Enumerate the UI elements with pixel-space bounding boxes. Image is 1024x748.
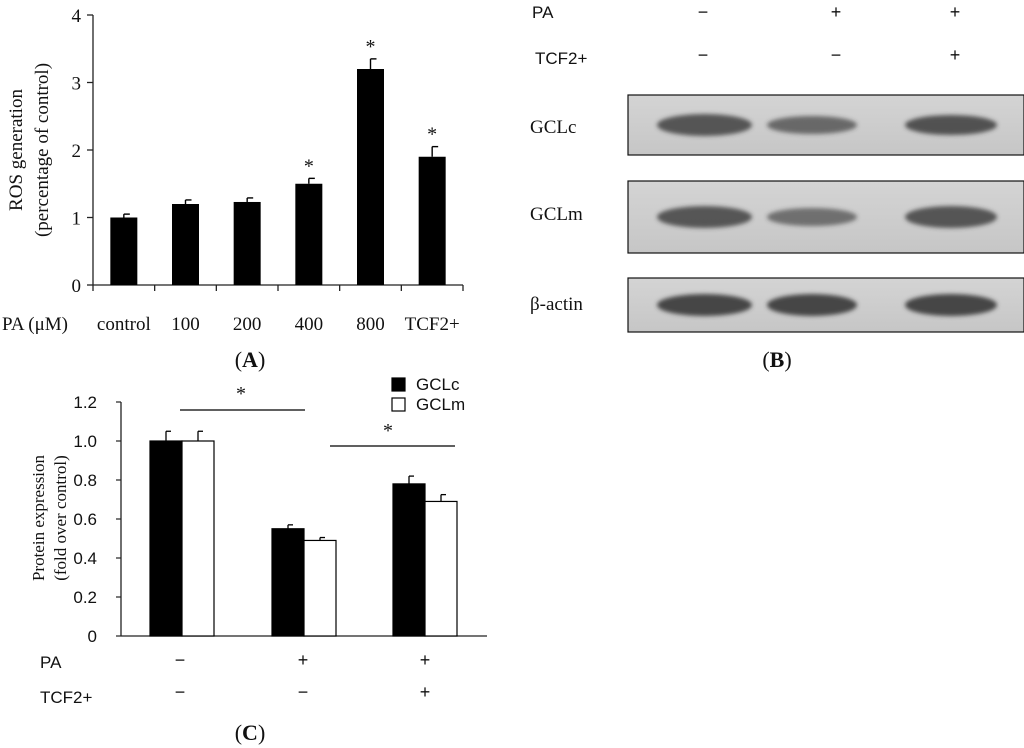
blot-gclm (627, 180, 1024, 254)
panel-c-tcf2-sign: − (298, 682, 309, 702)
panel-b-pa-sign: + (950, 2, 961, 22)
legend-swatch-gclc (391, 377, 406, 392)
panel-b-tcf2-sign: − (831, 45, 842, 65)
panel-c: Protein expression (fold over control) 0… (29, 375, 487, 745)
blot-label: β-actin (530, 294, 583, 315)
panel-c-pa-sign: + (420, 650, 431, 670)
panel-c-significance: ** (180, 383, 455, 447)
panel-a-y-tick-label: 0 (72, 276, 82, 297)
panel-a-ylabel-line1: ROS generation (6, 89, 27, 211)
panel-b-blots: GCLc GCLm β-actin (530, 94, 1024, 333)
panel-b-treatment-signs: − + + − − + (698, 2, 961, 65)
panel-a-x-tick-label: TCF2+ (405, 314, 460, 335)
panel-c-tcf2-row-label: TCF2+ (40, 688, 93, 707)
panel-b-tcf2-row-label: TCF2+ (535, 49, 588, 68)
panel-c-bar-gclm (424, 500, 458, 637)
blot-beta-actin (627, 277, 1024, 333)
panel-c-y-tick-label: 1.2 (73, 393, 97, 412)
blot-band (657, 294, 752, 316)
panel-a-y-tick-label: 4 (72, 6, 82, 27)
blot-gclc (627, 94, 1024, 156)
blot-band (657, 114, 752, 136)
panel-a-bar (233, 201, 261, 285)
panel-c-ylabel-line1: Protein expression (29, 454, 48, 581)
blot-label: GCLm (530, 204, 583, 225)
panel-c-y-tick-label: 0.6 (73, 510, 97, 529)
panel-b-label: (B) (762, 347, 791, 372)
panel-a-x-tick-label: 800 (356, 314, 385, 335)
panel-a-bar (418, 156, 446, 285)
panel-a-significance-star: * (366, 36, 376, 58)
blot-band (905, 294, 997, 316)
panel-b-tcf2-sign: + (950, 45, 961, 65)
panel-a-y-tick-label: 3 (72, 74, 82, 95)
panel-a-significance-star: * (427, 124, 437, 146)
panel-a-x-tick-label: control (97, 314, 151, 335)
panel-a-y-tick-label: 2 (72, 141, 82, 162)
panel-c-ylabel-line2: (fold over control) (51, 455, 70, 581)
panel-a-significance-star: * (304, 155, 314, 177)
blot-band (767, 208, 857, 226)
panel-c-y-tick-label: 0.2 (73, 588, 97, 607)
panel-a-x-tick-label: 200 (233, 314, 262, 335)
panel-a-bar (357, 69, 384, 285)
panel-a-bar (110, 217, 138, 285)
panel-c-pa-sign: − (175, 650, 186, 670)
blot-band (905, 115, 997, 135)
panel-c-bar-gclc (149, 440, 183, 637)
panel-a-label: (A) (235, 347, 266, 372)
panel-c-significance-star: * (236, 383, 246, 405)
panel-a-x-axis: control 100 200 400 800 TCF2+ (92, 284, 464, 335)
panel-a: ROS generation (percentage of control) 0… (2, 6, 464, 372)
panel-c-bar-gclm (303, 539, 337, 637)
panel-b-tcf2-sign: − (698, 45, 709, 65)
panel-a-ylabel-line2: (percentage of control) (32, 63, 53, 237)
panel-a-x-tick-label: 400 (295, 314, 324, 335)
panel-c-y-tick-label: 0.4 (73, 549, 97, 568)
panel-a-bars: * * * (110, 36, 446, 285)
panel-c-bar-gclc (392, 483, 426, 637)
panel-c-y-tick-label: 0 (88, 627, 97, 646)
blot-band (767, 294, 857, 316)
panel-b: PA TCF2+ − + + − − + GCLc GCLm β-actin (B) (530, 2, 1024, 372)
panel-c-y-tick-label: 1.0 (73, 432, 97, 451)
panel-c-bar-gclc (271, 528, 305, 637)
panel-a-y-axis: 0 1 2 3 4 (72, 6, 94, 297)
panel-c-tcf2-sign: + (420, 682, 431, 702)
panel-c-pa-row-label: PA (40, 653, 62, 672)
panel-b-pa-sign: − (698, 2, 709, 22)
panel-c-bars (149, 430, 458, 637)
legend-label-gclm: GCLm (416, 395, 465, 414)
panel-a-x-tick-label: 100 (171, 314, 200, 335)
panel-b-pa-row-label: PA (532, 3, 554, 22)
panel-c-tcf2-sign: − (175, 682, 186, 702)
blot-label: GCLc (530, 117, 576, 138)
blot-band (905, 206, 997, 228)
panel-c-treatment-signs: − + + − − + (175, 650, 431, 702)
panel-c-label: (C) (235, 720, 266, 745)
legend-label-gclc: GCLc (416, 375, 460, 394)
panel-a-x-prefix: PA (μM) (2, 314, 68, 335)
panel-b-pa-sign: + (831, 2, 842, 22)
legend-swatch-gclm (391, 397, 406, 412)
panel-a-y-tick-label: 1 (72, 209, 82, 230)
panel-c-bar-gclm (181, 440, 215, 637)
panel-a-bar (172, 204, 199, 285)
blot-band (657, 206, 752, 228)
panel-c-significance-star: * (383, 420, 393, 442)
panel-a-bar (295, 183, 323, 285)
blot-band (767, 116, 857, 134)
panel-c-pa-sign: + (298, 650, 309, 670)
panel-c-y-tick-label: 0.8 (73, 471, 97, 490)
